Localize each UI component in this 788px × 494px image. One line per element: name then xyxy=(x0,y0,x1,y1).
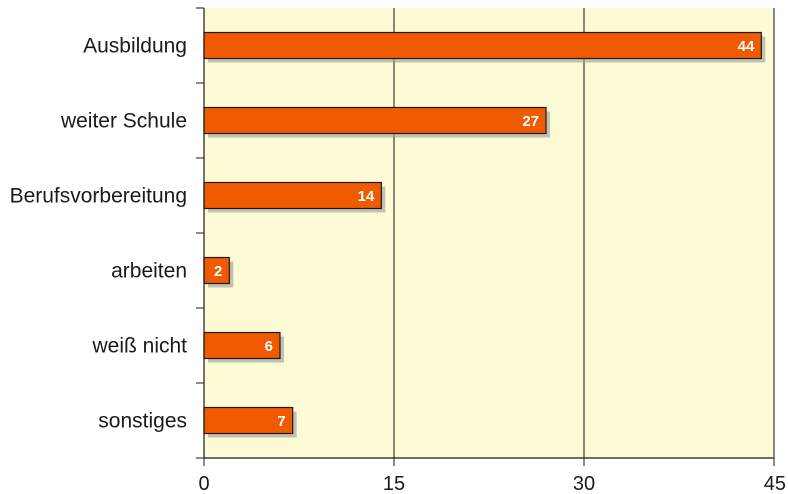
y-axis: Ausbildung weiter Schule Berufsvorbereitun… xyxy=(10,7,205,459)
data-label-1: 27 xyxy=(522,113,539,130)
data-label-5: 7 xyxy=(277,413,285,430)
data-label-4: 6 xyxy=(265,338,273,355)
category-label-1: weiter Schule xyxy=(60,110,187,133)
x-tick-label-30: 30 xyxy=(573,473,595,494)
bar-5 xyxy=(203,406,294,435)
data-label-2: 14 xyxy=(358,188,375,205)
grid-lines xyxy=(393,8,775,458)
category-label-3: arbeiten xyxy=(111,260,187,283)
bar-2 xyxy=(203,181,382,210)
x-axis: 0 15 30 45 xyxy=(198,457,786,494)
bar-0 xyxy=(203,31,762,60)
data-label-0: 44 xyxy=(738,38,755,55)
category-label-0: Ausbildung xyxy=(83,35,187,58)
x-tick-label-45: 45 xyxy=(764,473,786,494)
bar-1 xyxy=(203,106,547,135)
bar-4 xyxy=(203,331,281,360)
x-tick-label-15: 15 xyxy=(383,473,405,494)
plot-area xyxy=(204,8,774,458)
data-label-3: 2 xyxy=(214,263,222,280)
category-label-5: sonstiges xyxy=(98,410,187,433)
category-label-2: Berufsvorbereitung xyxy=(10,185,187,208)
bars: 44 27 14 2 6 7 xyxy=(203,31,766,438)
category-label-4: weiß nicht xyxy=(91,335,187,358)
x-tick-label-0: 0 xyxy=(198,473,209,494)
bar-3 xyxy=(203,256,230,285)
